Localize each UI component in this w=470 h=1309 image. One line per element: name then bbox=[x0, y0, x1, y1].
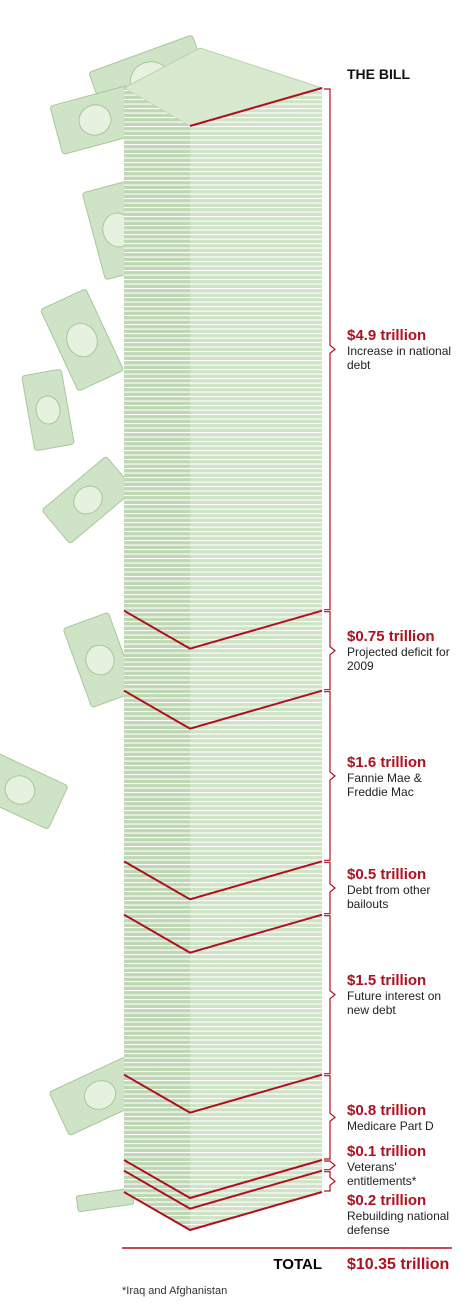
bottom-line bbox=[123, 1191, 323, 1232]
stack-segment bbox=[124, 88, 322, 649]
title: THE BILL bbox=[347, 66, 410, 82]
stack-stripes bbox=[124, 1160, 322, 1209]
segment-label: $1.6 trillion Fannie Mae & Freddie Mac bbox=[347, 754, 457, 799]
value-label: $1.6 trillion bbox=[347, 753, 427, 771]
stack-segment bbox=[124, 914, 322, 1113]
top-line bbox=[189, 87, 323, 127]
segment-divider bbox=[123, 689, 323, 730]
bracket bbox=[324, 915, 336, 1075]
bracket bbox=[324, 691, 336, 861]
segment-divider bbox=[123, 1159, 323, 1200]
category-label: Fannie Mae & Freddie Mac bbox=[347, 770, 422, 799]
value-label: $0.8 trillion bbox=[347, 1101, 427, 1119]
bracket bbox=[324, 861, 336, 915]
segment-divider bbox=[123, 1169, 323, 1210]
total-label: TOTAL bbox=[273, 1256, 322, 1273]
stack-segment bbox=[124, 690, 322, 900]
value-label: $0.2 trillion bbox=[347, 1191, 427, 1209]
category-label: Veterans' entitlements* bbox=[347, 1159, 417, 1188]
stack-segment bbox=[124, 1074, 322, 1198]
footnote: *Iraq and Afghanistan bbox=[122, 1285, 228, 1297]
bracket bbox=[324, 1075, 336, 1160]
segment-label: $0.8 trillion Medicare Part D bbox=[347, 1102, 457, 1133]
stack-stripes bbox=[124, 88, 322, 649]
segment-label: $4.9 trillion Increase in national debt bbox=[347, 327, 457, 372]
segment-label: $0.5 trillion Debt from other bailouts bbox=[347, 866, 457, 911]
category-label: Projected deficit for 2009 bbox=[347, 645, 450, 674]
segment-divider bbox=[123, 609, 323, 650]
bracket bbox=[324, 88, 336, 611]
stack-segment bbox=[124, 1160, 322, 1209]
segment-label: $0.75 trillion Projected deficit for 2009 bbox=[347, 628, 457, 673]
value-label: $4.9 trillion bbox=[347, 326, 427, 344]
total-value: $10.35 trillion bbox=[347, 1256, 450, 1273]
value-label: $0.5 trillion bbox=[347, 865, 427, 883]
bracket bbox=[324, 611, 336, 691]
segment-divider bbox=[123, 860, 323, 901]
category-label: Medicare Part D bbox=[347, 1118, 434, 1133]
value-label: $0.1 trillion bbox=[347, 1142, 427, 1160]
bracket bbox=[324, 1171, 336, 1192]
stack-stripes bbox=[124, 914, 322, 1113]
stack-stripes bbox=[124, 690, 322, 900]
category-label: Debt from other bailouts bbox=[347, 882, 431, 911]
category-label: Future interest on new debt bbox=[347, 989, 442, 1018]
stack-stripes bbox=[124, 1074, 322, 1198]
stack-stripes bbox=[124, 861, 322, 953]
segment-label: $0.2 trillion Rebuilding national defense bbox=[347, 1192, 457, 1237]
segment-divider bbox=[123, 913, 323, 954]
segment-label: $1.5 trillion Future interest on new debt bbox=[347, 972, 457, 1017]
segment-label: $0.1 trillion Veterans' entitlements* bbox=[347, 1143, 457, 1188]
category-label: Rebuilding national defense bbox=[347, 1208, 450, 1237]
category-label: Increase in national debt bbox=[347, 343, 452, 372]
bracket bbox=[324, 1160, 336, 1171]
stack-segment bbox=[124, 861, 322, 953]
segment-divider bbox=[123, 1073, 323, 1114]
value-label: $1.5 trillion bbox=[347, 972, 427, 990]
value-label: $0.75 trillion bbox=[347, 628, 435, 646]
